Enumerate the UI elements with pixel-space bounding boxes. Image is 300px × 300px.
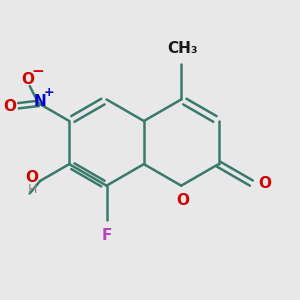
- Text: O: O: [176, 193, 189, 208]
- Text: N: N: [33, 94, 46, 109]
- Text: O: O: [4, 99, 16, 114]
- Text: F: F: [101, 228, 112, 243]
- Text: O: O: [22, 72, 35, 87]
- Text: CH₃: CH₃: [167, 41, 198, 56]
- Text: O: O: [25, 170, 38, 185]
- Text: +: +: [44, 85, 54, 99]
- Text: O: O: [258, 176, 271, 190]
- Text: H: H: [27, 183, 37, 196]
- Text: −: −: [32, 64, 44, 79]
